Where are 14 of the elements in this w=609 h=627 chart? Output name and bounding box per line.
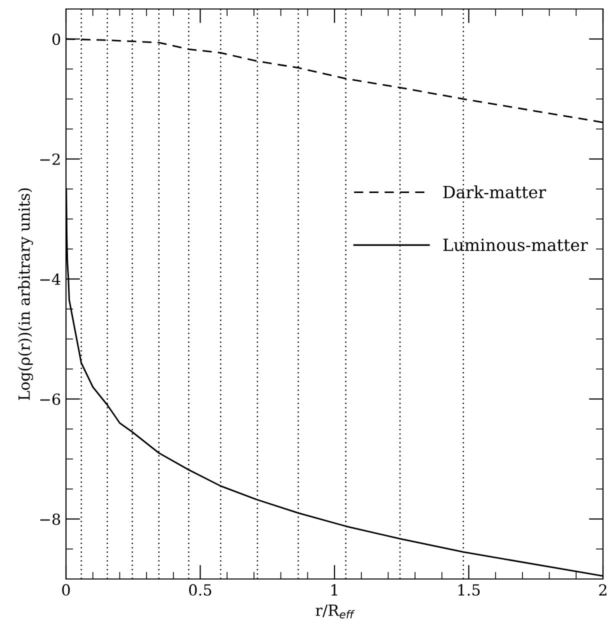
legend-label: Luminous-matter	[443, 238, 588, 252]
y-tick-label: −6	[40, 393, 60, 406]
y-tick-label: −8	[40, 513, 60, 526]
x-tick-label: 0.5	[189, 584, 212, 596]
legend-label: Dark-matter	[443, 185, 546, 198]
y-tick-label: 0	[52, 33, 60, 46]
x-tick-label: 1.5	[458, 584, 480, 596]
x-tick-label: 1	[332, 584, 338, 596]
y-tick-label: −4	[40, 273, 60, 285]
y-axis-title: Log(ρ(r))(in arbitrary units)	[18, 188, 34, 400]
y-tick-label: −2	[40, 153, 60, 165]
x-tick-label: 2	[599, 584, 606, 596]
x-tick-label: 0	[62, 584, 70, 596]
x-axis-title: r/R$_{eff}$	[316, 604, 355, 618]
